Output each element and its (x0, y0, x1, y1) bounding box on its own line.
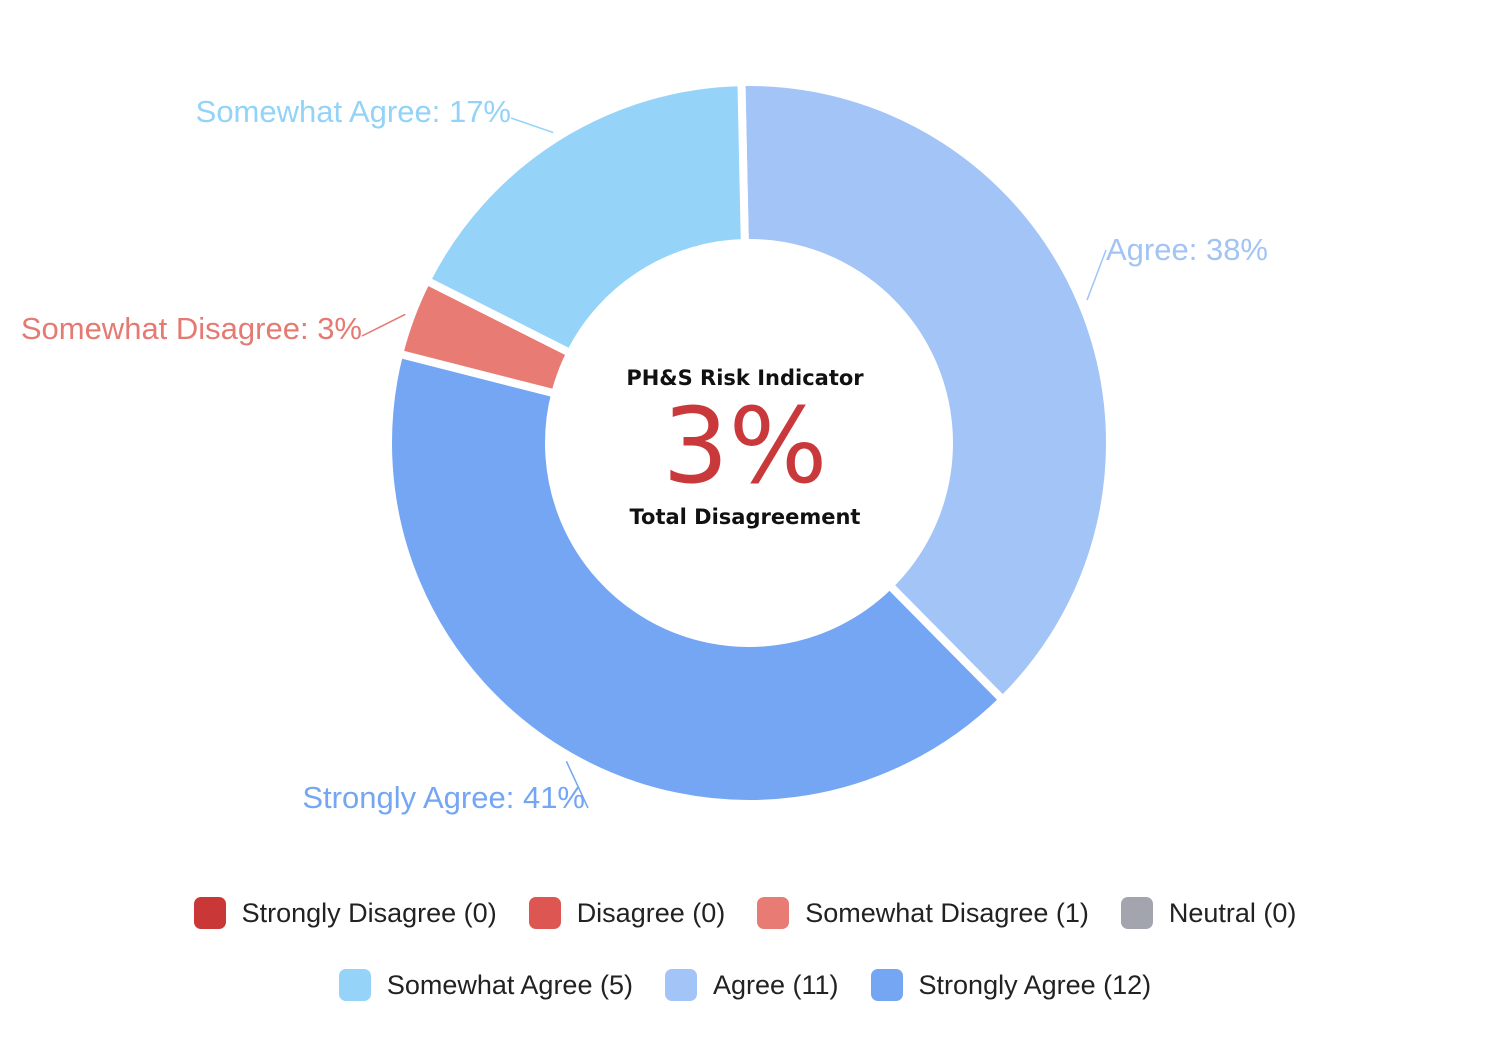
center-value: 3% (663, 385, 828, 507)
legend-label: Agree (11) (712, 969, 839, 1000)
slice-label-strongly-agree: Strongly Agree: 41% (302, 780, 585, 815)
legend-row: Strongly Disagree (0) Disagree (0) Somewha… (0, 890, 1490, 936)
slice-label-somewhat-disagree: Somewhat Disagree: 3% (21, 311, 362, 346)
legend-item[interactable]: Somewhat Agree (5) (338, 969, 633, 1001)
legend-swatch (1120, 897, 1153, 929)
legend-label: Strongly Agree (12) (918, 969, 1152, 1000)
legend-swatch (870, 969, 903, 1001)
center-caption: Total Disagreement (630, 505, 861, 529)
legend-row: Somewhat Agree (5) Agree (11) Strongly Agr… (0, 962, 1490, 1008)
legend-label: Strongly Disagree (0) (241, 897, 497, 928)
legend-swatch (664, 969, 697, 1001)
legend-swatch (193, 897, 226, 929)
legend-swatch (528, 897, 561, 929)
legend-item[interactable]: Neutral (0) (1120, 897, 1297, 929)
donut-chart: Agree: 38% Strongly Agree: 41% Somewhat Di… (20, 77, 1268, 815)
slice-strongly-agree[interactable] (384, 348, 1009, 808)
legend-label: Somewhat Agree (5) (386, 969, 633, 1000)
legend-label: Somewhat Disagree (1) (805, 897, 1089, 928)
legend-item[interactable]: Strongly Agree (12) (870, 969, 1152, 1001)
legend-label: Neutral (0) (1168, 897, 1297, 928)
leader-line (361, 313, 406, 337)
slice-somewhat-agree[interactable] (421, 77, 749, 359)
legend-swatch (338, 969, 371, 1001)
slice-label-agree: Agree: 38% (1106, 232, 1268, 267)
legend-swatch (757, 897, 790, 929)
label-leaders (361, 117, 1107, 809)
slice-agree[interactable] (737, 78, 1114, 706)
slice-label-somewhat-agree: Somewhat Agree: 17% (196, 94, 511, 129)
legend-item[interactable]: Somewhat Disagree (1) (757, 897, 1089, 929)
legend-item[interactable]: Disagree (0) (528, 897, 726, 929)
legend-item[interactable]: Strongly Disagree (0) (193, 897, 497, 929)
donut-slices (384, 77, 1114, 808)
slice-labels: Agree: 38% Strongly Agree: 41% Somewhat Di… (21, 94, 1268, 815)
leader-line (1086, 249, 1107, 301)
leader-line (565, 761, 589, 809)
center-title: PH&S Risk Indicator (626, 366, 864, 390)
legend-label: Disagree (0) (576, 897, 726, 928)
leader-line (510, 117, 554, 134)
legend-item[interactable]: Agree (11) (664, 969, 839, 1001)
